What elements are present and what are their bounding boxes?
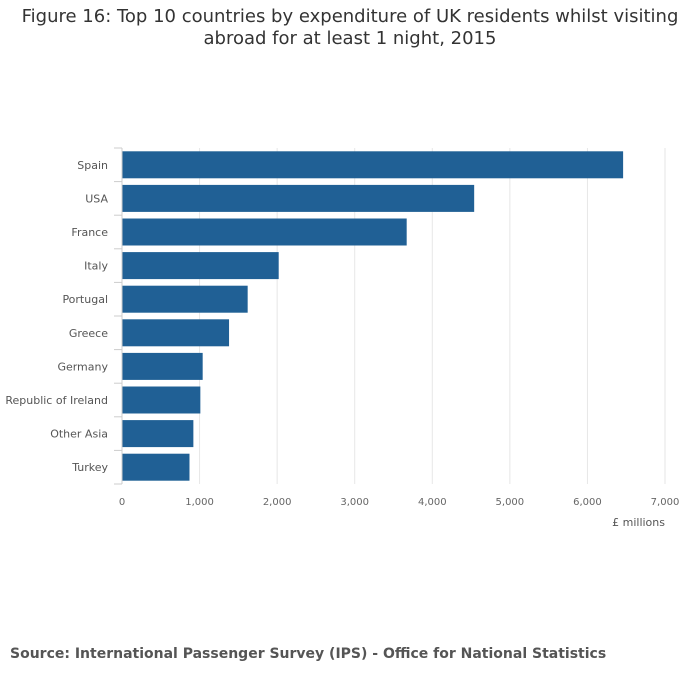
- category-label: Other Asia: [50, 428, 108, 441]
- bar-italy[interactable]: [122, 252, 279, 280]
- category-label: Portugal: [62, 293, 108, 306]
- x-tick-label: 7,000: [651, 497, 680, 508]
- bar-france[interactable]: [122, 218, 407, 246]
- x-tick-label: 6,000: [573, 497, 602, 508]
- bar-other-asia[interactable]: [122, 420, 194, 448]
- bar-portugal[interactable]: [122, 285, 248, 313]
- chart-title-line-2: abroad for at least 1 night, 2015: [203, 28, 497, 49]
- x-axis-label: £ millions: [612, 516, 665, 529]
- x-tick-label: 5,000: [496, 497, 525, 508]
- category-label: Republic of Ireland: [5, 394, 108, 407]
- x-tick-label: 0: [119, 497, 125, 508]
- x-tick-label: 4,000: [418, 497, 447, 508]
- bar-spain[interactable]: [122, 151, 624, 179]
- category-label: Germany: [57, 360, 108, 373]
- x-tick-label: 3,000: [340, 497, 369, 508]
- labels: Spain USA France Italy Portugal Greece Germany…: [5, 159, 679, 529]
- chart-title: Figure 16: Top 10 countries by expenditu…: [0, 6, 700, 50]
- category-label: France: [71, 226, 108, 239]
- bar-greece[interactable]: [122, 319, 230, 347]
- x-tick-label: 1,000: [185, 497, 214, 508]
- bar-turkey[interactable]: [122, 453, 190, 481]
- source-note: Source: International Passenger Survey (…: [10, 646, 607, 662]
- category-label: Greece: [69, 327, 108, 340]
- x-tick-label: 2,000: [263, 497, 292, 508]
- category-label: Italy: [84, 260, 108, 273]
- bar-usa[interactable]: [122, 184, 475, 212]
- axes: [114, 147, 123, 485]
- chart-title-line-1: Figure 16: Top 10 countries by expenditu…: [21, 6, 679, 27]
- bar-germany[interactable]: [122, 352, 203, 380]
- category-label: USA: [85, 192, 108, 205]
- bars: [122, 151, 624, 481]
- bar-republic-of-ireland[interactable]: [122, 386, 201, 414]
- category-label: Spain: [77, 159, 108, 172]
- category-label: Turkey: [71, 461, 108, 474]
